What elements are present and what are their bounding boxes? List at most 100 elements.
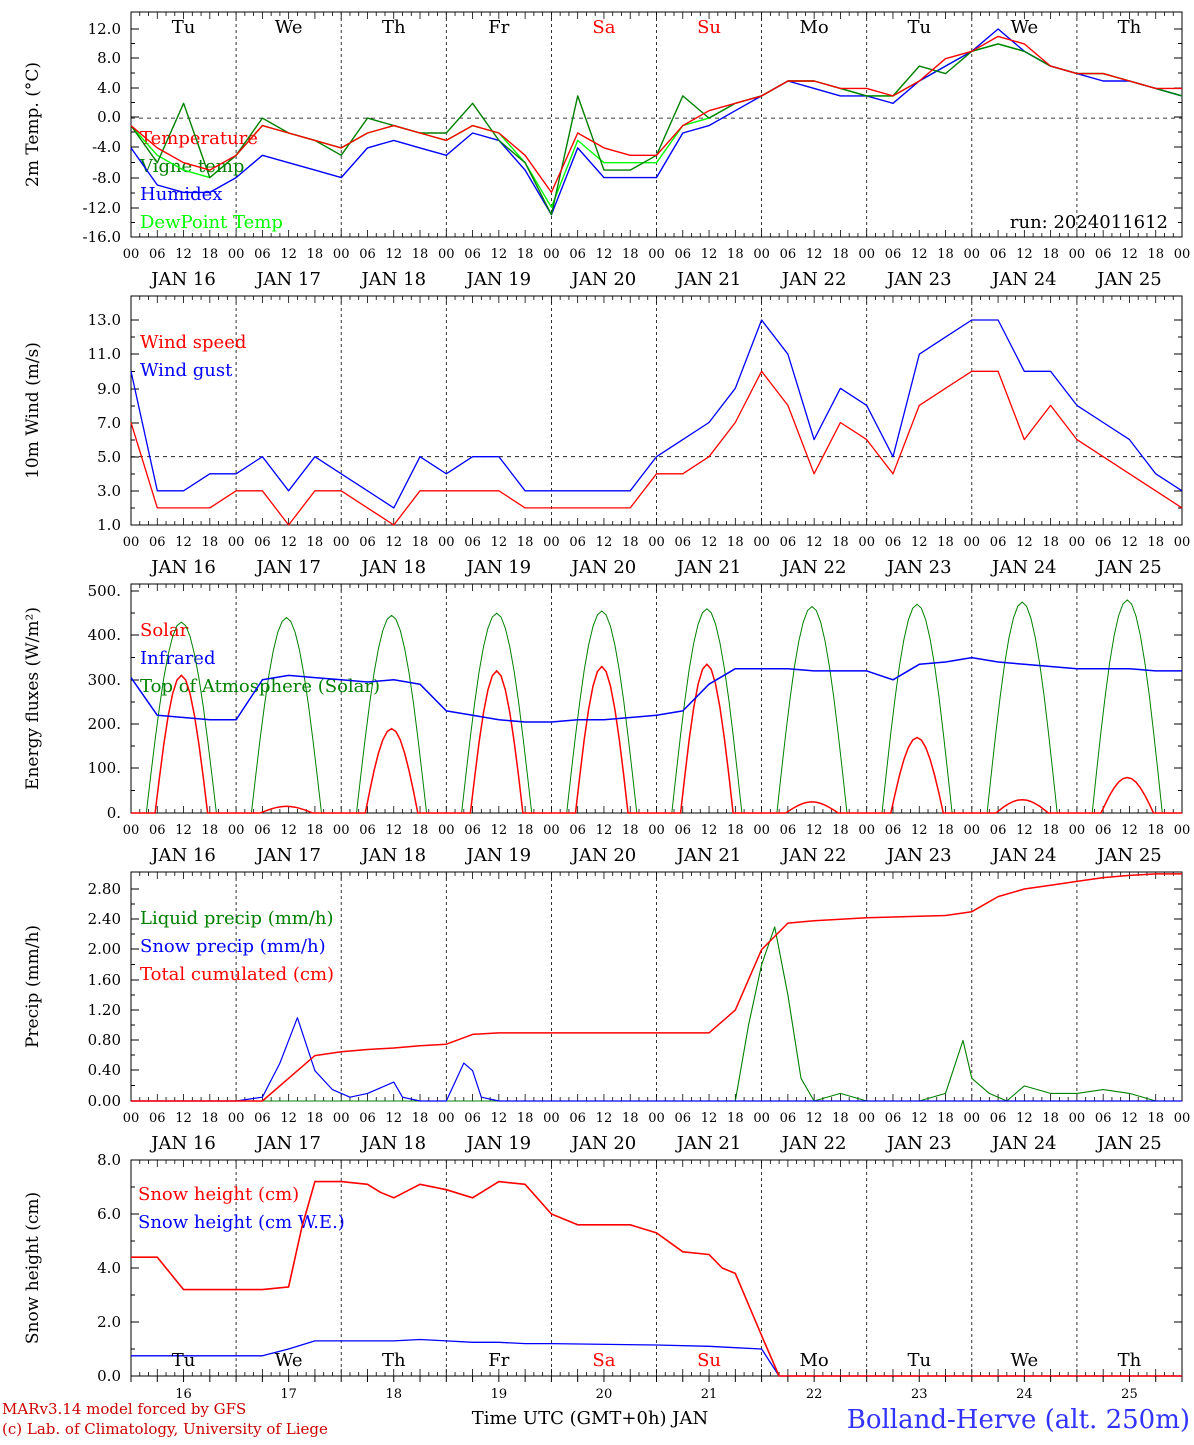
hour-tick-label: 00 — [858, 1111, 875, 1126]
hour-tick-label: 00 — [964, 247, 981, 262]
date-label: JAN 17 — [254, 557, 321, 578]
hour-tick-label: 00 — [964, 823, 981, 838]
hour-tick-label: 12 — [280, 247, 297, 262]
y-tick-label: 300. — [88, 671, 121, 689]
hour-tick-label: 12 — [596, 247, 613, 262]
panel-3: 0.00 0.40 0.80 1.20 1.60 2.00 2.40 2.80 Precip (… — [23, 871, 1190, 1154]
date-label: JAN 23 — [885, 1133, 952, 1154]
hour-tick-label: 06 — [990, 247, 1007, 262]
date-label: JAN 23 — [885, 845, 952, 866]
bottom-date-label: 23 — [911, 1387, 928, 1402]
hour-tick-label: 18 — [412, 823, 429, 838]
y-tick-label: 0.0 — [97, 108, 121, 126]
y-tick-label: 2.0 — [97, 1313, 121, 1331]
date-label: JAN 24 — [990, 269, 1057, 290]
hour-tick-label: 18 — [1042, 535, 1059, 550]
y-tick-label: -12.0 — [83, 199, 121, 217]
series-line-1 — [130, 656, 1182, 723]
hour-tick-label: 18 — [412, 535, 429, 550]
hour-tick-label: 06 — [464, 247, 481, 262]
hour-tick-label: 18 — [1147, 247, 1164, 262]
hour-tick-label: 00 — [123, 535, 140, 550]
hour-tick-label: 12 — [491, 1111, 508, 1126]
weekday-label: Su — [697, 1350, 721, 1371]
hour-tick-label: 00 — [333, 535, 350, 550]
hour-tick-label: 12 — [911, 1111, 928, 1126]
hour-tick-label: 06 — [359, 535, 376, 550]
legend-entry: Snow height (cm) — [138, 1184, 299, 1205]
y-tick-label: 9.0 — [97, 380, 121, 398]
hour-tick-label: 12 — [385, 247, 402, 262]
hour-tick-label: 12 — [175, 823, 192, 838]
y-tick-label: 3.0 — [97, 482, 121, 500]
hour-tick-label: 06 — [569, 1111, 586, 1126]
legend-entry: Snow precip (mm/h) — [140, 936, 326, 957]
y-tick-label: 100. — [88, 759, 121, 777]
hour-tick-label: 18 — [937, 1111, 954, 1126]
hour-tick-label: 00 — [438, 247, 455, 262]
hour-tick-label: 18 — [202, 247, 219, 262]
bottom-date-label: 22 — [806, 1387, 823, 1402]
hour-tick-label: 00 — [753, 247, 770, 262]
legend-entry: Top of Atmosphere (Solar) — [140, 676, 380, 697]
y-tick-label: 12.0 — [88, 20, 121, 38]
y-tick-label: -4.0 — [92, 138, 121, 156]
hour-tick-label: 18 — [307, 535, 324, 550]
hour-tick-label: 18 — [937, 247, 954, 262]
bottom-date-label: 21 — [701, 1387, 718, 1402]
hour-tick-label: 12 — [806, 823, 823, 838]
panel-frame — [130, 11, 1183, 238]
hour-tick-label: 18 — [727, 535, 744, 550]
y-tick-label: 2.00 — [88, 940, 121, 958]
bottom-date-label: 19 — [491, 1387, 508, 1402]
y-axis-label: Energy fluxes (W/m²) — [23, 607, 43, 790]
hour-tick-label: 06 — [1095, 1111, 1112, 1126]
y-tick-label: 4.0 — [97, 79, 121, 97]
date-label: JAN 17 — [254, 269, 321, 290]
weekday-label: Th — [382, 1350, 406, 1371]
hour-tick-label: 18 — [832, 247, 849, 262]
station-title: Bolland-Herve (alt. 250m) — [847, 1405, 1190, 1435]
hour-tick-label: 06 — [464, 535, 481, 550]
y-tick-label: 5.0 — [97, 448, 121, 466]
hour-tick-label: 12 — [491, 247, 508, 262]
y-tick-label: 500. — [88, 582, 121, 600]
weekday-label: Sa — [592, 17, 615, 38]
series-line-1 — [130, 319, 1183, 509]
hour-tick-label: 12 — [1121, 535, 1138, 550]
hour-tick-label: 00 — [228, 1111, 245, 1126]
y-axis-label: 2m Temp. (°C) — [23, 62, 43, 187]
y-tick-label: 2.80 — [88, 880, 121, 898]
hour-tick-label: 12 — [175, 1111, 192, 1126]
weekday-label: Th — [382, 17, 406, 38]
hour-tick-label: 12 — [806, 1111, 823, 1126]
hour-tick-label: 06 — [569, 247, 586, 262]
legend-entry: Temperature — [140, 128, 258, 149]
hour-tick-label: 00 — [228, 823, 245, 838]
hour-tick-label: 18 — [517, 823, 534, 838]
y-tick-label: 200. — [88, 715, 121, 733]
hour-tick-label: 18 — [727, 823, 744, 838]
date-label: JAN 18 — [359, 845, 426, 866]
hour-tick-label: 00 — [123, 823, 140, 838]
legend-entry: Wind gust — [140, 360, 233, 381]
hour-tick-label: 00 — [753, 535, 770, 550]
hour-tick-label: 12 — [1016, 535, 1033, 550]
hour-tick-label: 06 — [149, 247, 166, 262]
hour-tick-label: 06 — [464, 1111, 481, 1126]
x-axis-label: Time UTC (GMT+0h) JAN — [472, 1408, 709, 1429]
hour-tick-label: 06 — [675, 247, 692, 262]
legend-entry: Snow height (cm W.E.) — [138, 1212, 345, 1233]
y-tick-label: 0.0 — [97, 1367, 121, 1385]
date-label: JAN 22 — [780, 1133, 847, 1154]
y-tick-label: -8.0 — [92, 169, 121, 187]
bottom-date-label: 17 — [280, 1387, 297, 1402]
hour-tick-label: 00 — [543, 247, 560, 262]
hour-tick-label: 06 — [780, 535, 797, 550]
hour-tick-label: 12 — [1121, 247, 1138, 262]
hour-tick-label: 18 — [622, 535, 639, 550]
date-label: JAN 24 — [990, 1133, 1057, 1154]
date-label: JAN 18 — [359, 1133, 426, 1154]
hour-tick-label: 06 — [1095, 247, 1112, 262]
hour-tick-label: 18 — [307, 247, 324, 262]
